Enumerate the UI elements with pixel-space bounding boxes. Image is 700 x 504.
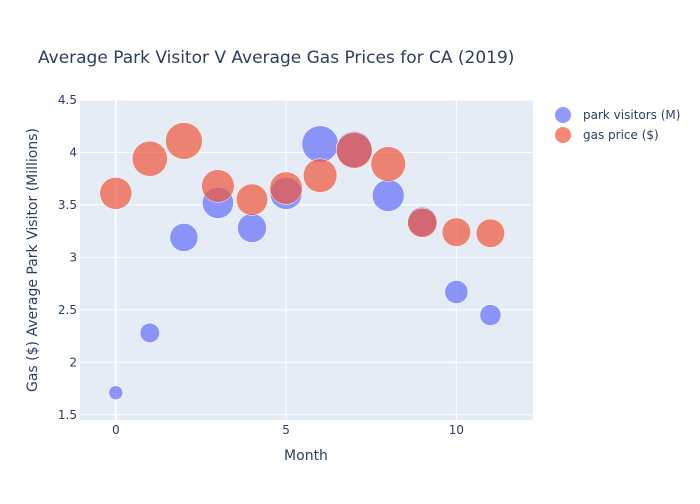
gas-price-point[interactable]	[441, 217, 471, 247]
legend-marker	[555, 107, 571, 123]
y-tick-label: 4.5	[58, 93, 77, 107]
gas-price-point[interactable]	[303, 158, 338, 193]
plot-area	[80, 99, 533, 420]
gas-price-point[interactable]	[475, 218, 505, 248]
y-tick-label: 3.5	[58, 198, 77, 212]
gas-price-point[interactable]	[165, 122, 203, 160]
gas-price-point[interactable]	[370, 146, 406, 182]
gas-price-point[interactable]	[335, 132, 373, 169]
park-visitors-point[interactable]	[301, 125, 339, 163]
gas-price-point[interactable]	[131, 140, 168, 177]
y-axis-title: Gas ($) Average Park Visitor (Millions)	[25, 128, 41, 392]
y-tick-label: 2.5	[58, 303, 77, 317]
park-visitors-point[interactable]	[237, 213, 267, 243]
legend-label: gas price ($)	[583, 128, 659, 142]
y-axis-ticks: 1.5 2 2.5 3 3.5 4 4.5	[58, 93, 77, 422]
park-visitors-point[interactable]	[444, 280, 469, 304]
y-tick-label: 2	[69, 355, 77, 369]
gas-price-point[interactable]	[269, 171, 303, 205]
park-visitors-point[interactable]	[139, 322, 160, 343]
data-markers[interactable]	[99, 122, 505, 400]
series-gas-price[interactable]	[99, 122, 505, 248]
y-tick-label: 4	[69, 145, 77, 159]
gas-price-point[interactable]	[99, 177, 133, 210]
chart-title: Average Park Visitor V Average Gas Price…	[38, 48, 514, 68]
legend-item-park-visitors[interactable]: park visitors (M)	[555, 107, 680, 123]
gas-price-point[interactable]	[201, 169, 235, 203]
y-tick-label: 3	[69, 250, 77, 264]
x-axis-title: Month	[284, 448, 328, 464]
x-tick-label: 5	[282, 423, 290, 437]
legend-marker	[555, 127, 571, 143]
y-tick-label: 1.5	[58, 408, 77, 422]
park-visitors-point[interactable]	[479, 304, 502, 326]
x-tick-label: 10	[449, 423, 464, 437]
x-axis-ticks: 0 5 10	[112, 423, 464, 437]
park-visitors-point[interactable]	[108, 385, 124, 400]
legend-item-gas-price[interactable]: gas price ($)	[555, 127, 659, 143]
legend[interactable]: park visitors (M) gas price ($)	[555, 107, 680, 143]
x-tick-label: 0	[112, 423, 120, 437]
park-visitors-point[interactable]	[372, 179, 405, 212]
gas-price-point[interactable]	[407, 207, 438, 238]
park-visitors-point[interactable]	[169, 223, 199, 252]
legend-label: park visitors (M)	[583, 108, 680, 122]
gas-price-point[interactable]	[236, 183, 268, 216]
